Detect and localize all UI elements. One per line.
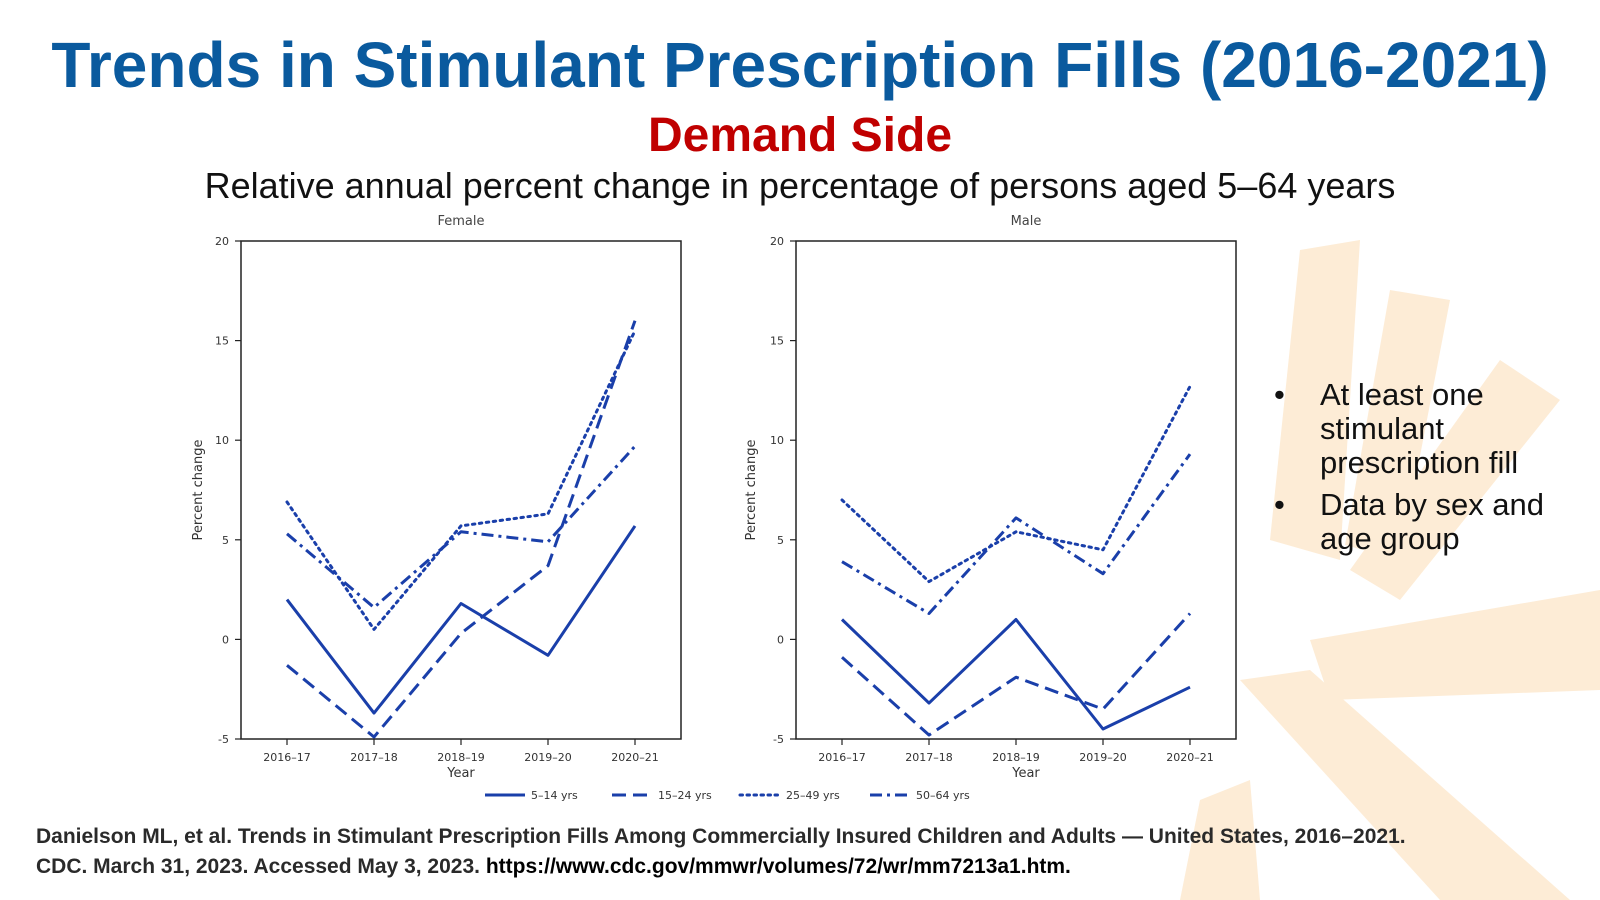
legend-label: 15–24 yrs xyxy=(658,789,712,802)
series-line-5-14-yrs xyxy=(285,525,637,715)
charts-figure: Female -5 0 5 10 15 20 2016–17 2017–18 2018–19 2… xyxy=(191,214,1237,802)
y-axis-label: Percent change xyxy=(191,440,206,541)
x-tick-label: 2018–19 xyxy=(992,751,1040,764)
bullet-item: • At least one stimulant prescription fil… xyxy=(1270,378,1590,480)
y-tick-label: 15 xyxy=(770,335,784,348)
chart-title: Male xyxy=(1011,214,1042,229)
y-tick-label: -5 xyxy=(773,733,784,746)
citation-line-1: Danielson ML, et al. Trends in Stimulant… xyxy=(36,825,1406,848)
y-tick-label: 10 xyxy=(215,434,229,447)
series-line-5-14-yrs xyxy=(840,618,1191,731)
female-chart: Female -5 0 5 10 15 20 2016–17 2017–18 2018–19 2… xyxy=(191,214,682,781)
y-tick-label: 20 xyxy=(770,235,784,248)
y-tick-label: 15 xyxy=(215,335,229,348)
x-tick-label: 2019–20 xyxy=(1079,751,1127,764)
x-tick-label: 2017–18 xyxy=(905,751,953,764)
bullet-item: • Data by sex and age group xyxy=(1270,488,1590,556)
plot-frame xyxy=(240,240,682,740)
legend-label: 25–49 yrs xyxy=(786,789,840,802)
y-tick-label: 0 xyxy=(777,633,784,646)
series-line-15-24-yrs xyxy=(841,612,1192,737)
y-tick-label: 5 xyxy=(777,534,784,547)
legend-label: 50–64 yrs xyxy=(916,789,970,802)
citation-line-2: CDC. March 31, 2023. Accessed May 3, 202… xyxy=(36,852,1576,882)
y-tick-label: -5 xyxy=(218,733,229,746)
x-axis-label: Year xyxy=(446,766,475,781)
x-tick-label: 2016–17 xyxy=(818,751,866,764)
male-chart: Male -5 0 5 10 15 20 2016–17 2017–18 2018–19 201… xyxy=(744,214,1237,781)
x-axis-label: Year xyxy=(1011,766,1040,781)
y-axis-label: Percent change xyxy=(744,440,759,541)
bullet-dot-icon: • xyxy=(1274,487,1285,522)
bullet-list: • At least one stimulant prescription fil… xyxy=(1270,378,1590,564)
bullet-text: At least one stimulant prescription fill xyxy=(1320,377,1519,480)
series-line-50-64-yrs xyxy=(841,453,1192,615)
chart-title: Female xyxy=(437,214,484,229)
slide-description: Relative annual percent change in percen… xyxy=(204,165,1396,206)
citation-link[interactable]: https://www.cdc.gov/mmwr/volumes/72/wr/m… xyxy=(485,855,1071,878)
series-line-25-49-yrs xyxy=(840,384,1192,584)
x-tick-label: 2020–21 xyxy=(1166,751,1214,764)
x-tick-label: 2019–20 xyxy=(524,751,572,764)
citation: Danielson ML, et al. Trends in Stimulant… xyxy=(36,822,1576,882)
bullet-text: Data by sex and age group xyxy=(1320,487,1545,556)
y-tick-label: 0 xyxy=(222,633,229,646)
plot-frame xyxy=(795,240,1237,740)
x-tick-label: 2020–21 xyxy=(611,751,659,764)
citation-source: CDC. March 31, 2023. Accessed May 3, 202… xyxy=(36,855,480,878)
y-tick-label: 20 xyxy=(215,235,229,248)
chart-legend: 5–14 yrs 15–24 yrs 25–49 yrs 50–64 yrs xyxy=(485,789,970,802)
slide-title: Trends in Stimulant Prescription Fills (… xyxy=(51,29,1549,101)
series-line-25-49-yrs xyxy=(285,329,637,631)
y-tick-label: 5 xyxy=(222,534,229,547)
slide-subtitle: Demand Side xyxy=(647,109,953,162)
x-tick-label: 2017–18 xyxy=(350,751,398,764)
bullet-dot-icon: • xyxy=(1274,377,1285,412)
legend-label: 5–14 yrs xyxy=(531,789,578,802)
series-line-15-24-yrs xyxy=(286,320,637,739)
y-tick-label: 10 xyxy=(770,434,784,447)
x-tick-label: 2016–17 xyxy=(263,751,311,764)
series-line-50-64-yrs xyxy=(286,445,637,609)
x-tick-label: 2018–19 xyxy=(437,751,485,764)
